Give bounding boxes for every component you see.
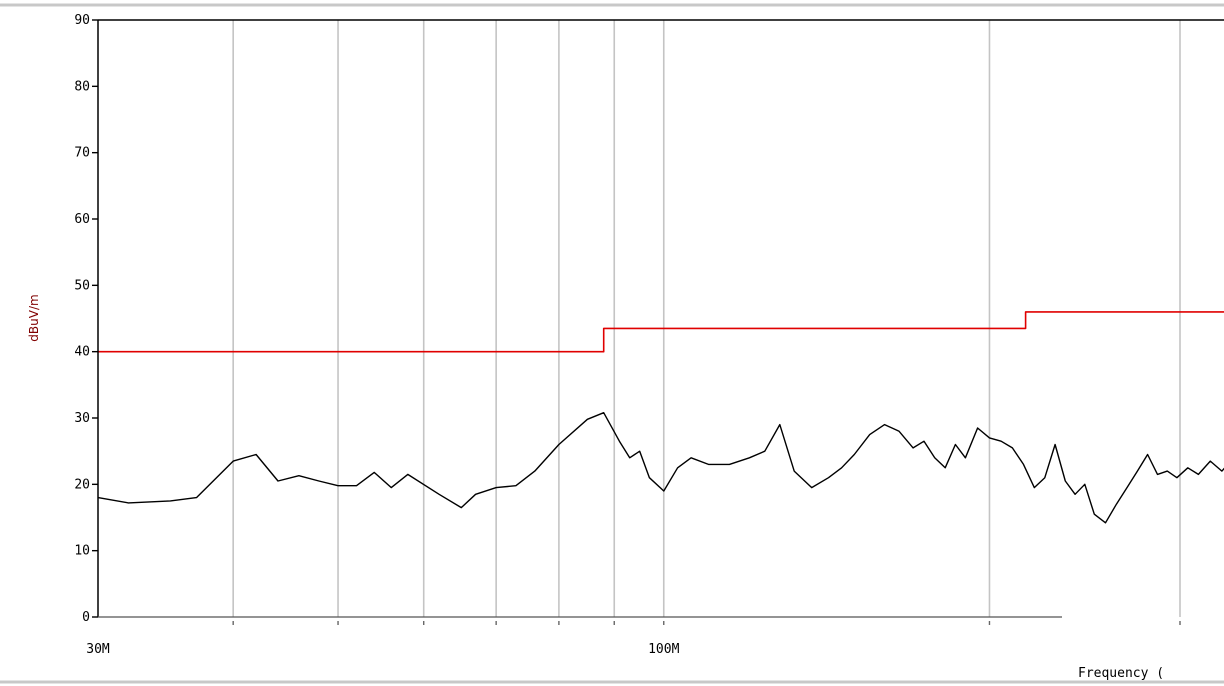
y-tick-label: 20 <box>74 477 90 492</box>
y-tick-label: 80 <box>74 79 90 94</box>
measurement-trace <box>97 412 1224 524</box>
series-layer <box>97 311 1224 524</box>
y-tick-label: 0 <box>82 610 90 625</box>
x-axis-label: Frequency ( <box>1078 666 1164 681</box>
axes: 010203040506070809030M100M1 <box>74 13 1224 657</box>
x-tick-label: 30M <box>86 642 110 657</box>
y-tick-label: 30 <box>74 411 90 426</box>
y-tick-label: 50 <box>74 278 90 293</box>
y-tick-label: 60 <box>74 212 90 227</box>
y-axis-label: dBuV/m <box>27 294 41 341</box>
y-tick-label: 70 <box>74 146 90 161</box>
grid <box>232 20 1181 617</box>
y-tick-label: 10 <box>74 544 90 559</box>
y-tick-label: 90 <box>74 13 90 28</box>
x-tick-label: 100M <box>648 642 679 657</box>
y-tick-label: 40 <box>74 345 90 360</box>
limit-line <box>98 311 1224 353</box>
